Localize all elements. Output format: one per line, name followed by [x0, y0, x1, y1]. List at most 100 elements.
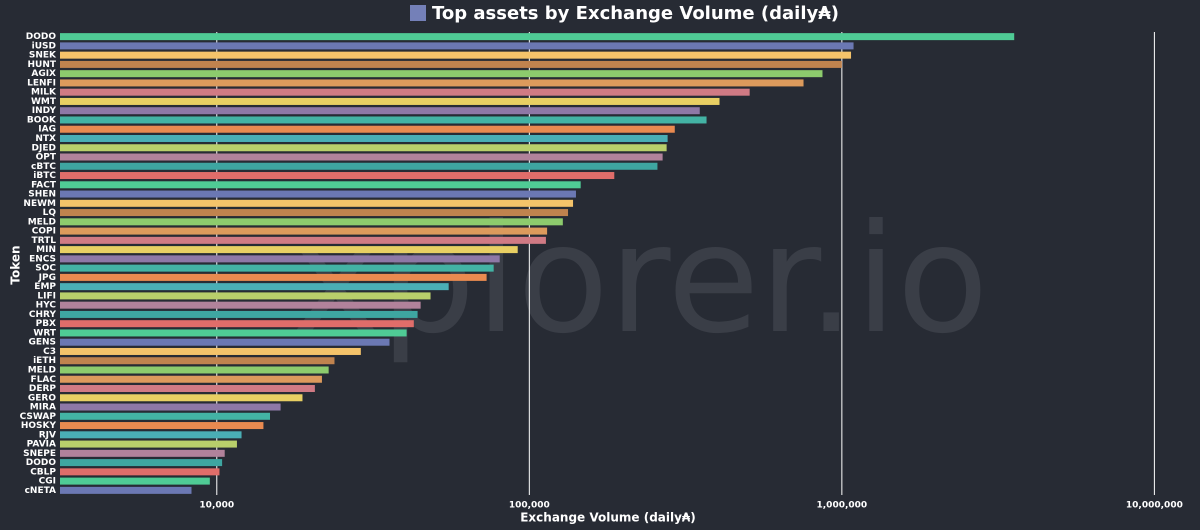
bar: [60, 338, 390, 346]
bar: [60, 273, 487, 281]
y-tick-label: MILK: [31, 88, 57, 98]
y-tick-label: C3: [43, 347, 56, 357]
bar: [60, 153, 663, 161]
y-tick-label: FLAC: [31, 375, 57, 385]
y-tick-label: WMT: [31, 97, 57, 107]
bar: [60, 88, 750, 96]
bar: [60, 459, 223, 467]
y-tick-label: PBX: [36, 319, 56, 329]
bar: [60, 320, 414, 328]
y-tick-label: LIFI: [37, 291, 56, 301]
bar: [60, 172, 615, 180]
bar: [60, 412, 271, 420]
bar: [60, 477, 210, 485]
bar: [60, 329, 407, 337]
bar: [60, 116, 707, 124]
bar: [60, 292, 431, 300]
bar: [60, 440, 237, 448]
y-tick-label: iBTC: [33, 171, 56, 181]
bar: [60, 394, 303, 402]
y-tick-label: SNEK: [29, 51, 57, 61]
bar: [60, 403, 281, 411]
y-tick-label: INDY: [32, 106, 57, 116]
y-tick-label: iUSD: [32, 41, 56, 51]
y-tick-label: GENS: [28, 338, 56, 348]
bar: [60, 144, 667, 152]
y-tick-label: MELD: [28, 365, 56, 375]
y-tick-label: LENFI: [27, 78, 56, 88]
bar: [60, 190, 576, 198]
bar: [60, 125, 675, 133]
bar: [60, 431, 242, 439]
bar: [60, 283, 449, 291]
y-tick-label: GERO: [28, 393, 56, 403]
y-tick-label: JPG: [38, 273, 56, 283]
y-tick-label: MIRA: [30, 403, 56, 413]
bar: [60, 375, 322, 383]
y-tick-label: CBLP: [30, 467, 56, 477]
y-tick-label: MIN: [36, 245, 56, 255]
x-tick-label: 100,000: [509, 501, 550, 511]
y-tick-label: ENCS: [29, 254, 56, 264]
bar: [60, 227, 548, 235]
bar: [60, 264, 494, 272]
y-tick-label: cBTC: [31, 162, 56, 172]
y-tick-label: TRTL: [31, 236, 56, 246]
bar: [60, 79, 804, 87]
bar: [60, 199, 574, 207]
x-tick-label: 10,000,000: [1126, 501, 1183, 511]
bar: [60, 468, 220, 476]
bar: [60, 162, 658, 170]
bar: [60, 134, 668, 142]
y-tick-label: cNETA: [25, 486, 56, 496]
y-tick-label: HUNT: [27, 60, 56, 70]
x-axis-label: Exchange Volume (daily₳): [520, 511, 696, 525]
bar: [60, 347, 361, 355]
y-tick-label: WRT: [33, 328, 56, 338]
bar: [60, 486, 192, 494]
y-tick-label: iETH: [33, 356, 56, 366]
y-tick-label: NEWM: [23, 199, 56, 209]
y-tick-label: DODO: [26, 32, 57, 42]
y-tick-label: DODO: [26, 458, 57, 468]
bar: [60, 422, 264, 430]
bar: [60, 310, 418, 318]
y-tick-label: CGI: [39, 477, 56, 487]
y-axis-label: Token: [9, 245, 23, 284]
bar: [60, 246, 518, 254]
bar: [60, 60, 842, 68]
legend-swatch: [410, 5, 426, 21]
y-tick-label: OPT: [36, 153, 57, 163]
bar: [60, 209, 569, 217]
bar: [60, 97, 720, 105]
y-tick-label: DERP: [29, 384, 57, 394]
chart-title: Top assets by Exchange Volume (daily₳): [432, 3, 839, 24]
y-tick-label: LQ: [43, 208, 57, 218]
y-tick-label: FACT: [31, 180, 57, 190]
y-tick-label: SOC: [35, 264, 56, 274]
y-tick-label: SNEPE: [23, 449, 56, 459]
bar: [60, 357, 335, 365]
bar: [60, 70, 823, 78]
bar: [60, 236, 546, 244]
bar: [60, 33, 1015, 41]
bar: [60, 218, 563, 226]
y-tick-label: BOOK: [27, 115, 57, 125]
x-tick-label: 10,000: [199, 501, 234, 511]
y-tick-label: NTX: [35, 134, 56, 144]
y-tick-label: DJED: [32, 143, 56, 153]
y-tick-label: RJV: [39, 430, 56, 440]
y-tick-label: CHRY: [29, 310, 57, 320]
bar: [60, 107, 700, 115]
y-tick-label: AGIX: [31, 69, 56, 79]
bar: [60, 255, 500, 263]
y-tick-label: SHEN: [28, 190, 56, 200]
bar: [60, 366, 329, 374]
y-tick-label: CSWAP: [20, 412, 57, 422]
x-tick-label: 1,000,000: [817, 501, 868, 511]
y-tick-label: HYC: [36, 301, 57, 311]
y-tick-label: HOSKY: [21, 421, 57, 431]
y-tick-label: MELD: [28, 217, 56, 227]
y-tick-label: IAG: [38, 125, 56, 135]
